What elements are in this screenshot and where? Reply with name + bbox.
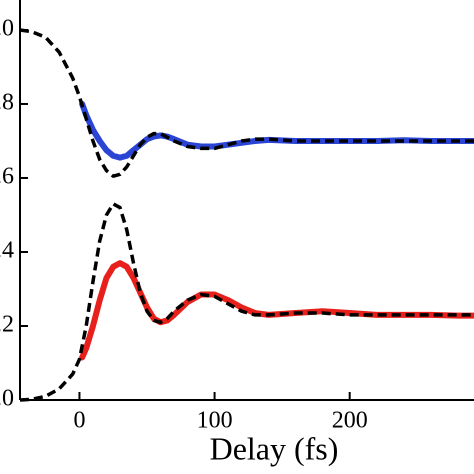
line xyxy=(79,100,474,161)
dashed-line xyxy=(19,202,474,402)
x-tick-label: 100 xyxy=(197,408,233,434)
y-tick-label: 0.4 xyxy=(0,237,14,263)
x-tick-label: 200 xyxy=(332,408,368,434)
y-tick-label: 0.2 xyxy=(0,311,14,337)
y-tick-label: 0.8 xyxy=(0,89,14,115)
dashed-line xyxy=(19,28,474,178)
y-tick-label: 0.6 xyxy=(0,163,14,189)
y-tick-label: 1.0 xyxy=(0,15,14,41)
x-axis-label: Delay (fs) xyxy=(210,430,339,466)
line xyxy=(79,260,474,361)
y-tick-label: 0.0 xyxy=(0,386,14,412)
x-tick-label: 0 xyxy=(73,408,85,434)
